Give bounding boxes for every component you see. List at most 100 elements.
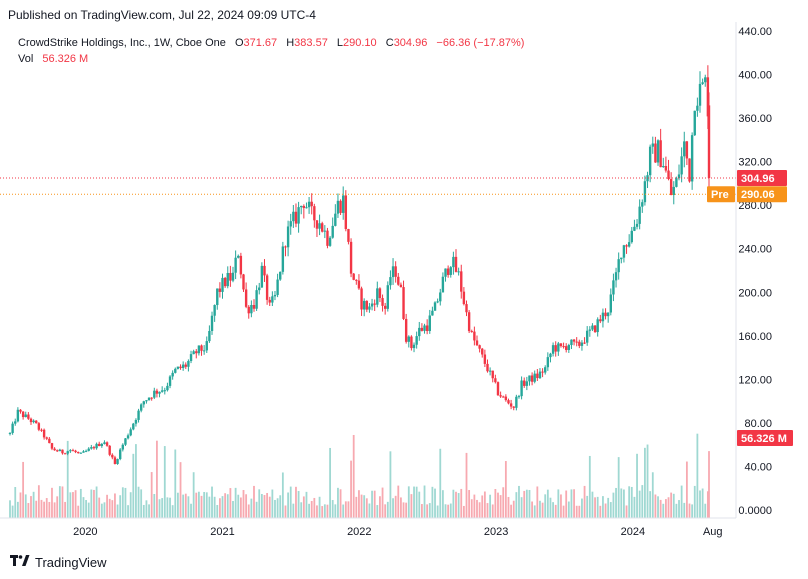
volume-bar xyxy=(554,504,557,518)
candle xyxy=(656,139,660,166)
volume-bar xyxy=(609,502,612,518)
candle xyxy=(596,317,599,337)
candle xyxy=(478,344,481,353)
candle xyxy=(633,219,636,232)
candle xyxy=(675,176,678,188)
volume-bar xyxy=(292,503,295,518)
candle xyxy=(499,391,502,398)
candle xyxy=(69,449,72,453)
price-tags-layer: 304.96 290.06 Pre 56.326 M xyxy=(707,170,793,446)
volume-bar xyxy=(242,490,245,518)
candle xyxy=(475,335,479,347)
candle xyxy=(562,342,565,349)
volume-bar xyxy=(229,488,232,518)
candle xyxy=(118,448,122,461)
candle xyxy=(528,375,531,386)
volume-bar xyxy=(667,497,670,518)
candle xyxy=(315,220,319,238)
y-tick-label: 400.00 xyxy=(738,70,772,82)
volume-bar xyxy=(268,496,271,518)
volume-bar xyxy=(142,504,145,518)
volume-bar xyxy=(226,494,229,518)
candle xyxy=(21,410,25,420)
volume-bar xyxy=(483,491,486,518)
volume-bar xyxy=(197,491,200,518)
candle xyxy=(300,205,303,215)
volume-bar xyxy=(260,493,263,518)
volume-bar xyxy=(567,501,570,518)
candle xyxy=(680,147,683,183)
candle xyxy=(662,157,665,168)
volume-bar xyxy=(620,488,623,518)
candle xyxy=(378,287,382,303)
volume-bar xyxy=(132,453,135,518)
volume-bar xyxy=(337,487,339,518)
legend-symbol: CrowdStrike Holdings, Inc., 1W, Cboe One xyxy=(18,37,226,49)
candle xyxy=(103,440,106,445)
candle xyxy=(134,418,138,427)
candle xyxy=(572,338,576,346)
legend-volume-row: Vol 56.326 M xyxy=(18,51,524,67)
volume-bar xyxy=(53,502,56,518)
candle xyxy=(145,400,148,404)
candle xyxy=(648,144,652,183)
volume-bar xyxy=(35,500,38,518)
tradingview-brand[interactable]: TradingView xyxy=(10,554,107,570)
candle xyxy=(53,447,56,451)
candle xyxy=(273,290,277,301)
candle xyxy=(444,268,447,282)
candle xyxy=(281,241,285,275)
volume-price-tag: 56.326 M xyxy=(737,430,793,446)
volume-bar xyxy=(365,498,368,518)
candle xyxy=(601,308,605,328)
volume-bar xyxy=(499,495,502,518)
volume-bar xyxy=(478,502,481,518)
candle xyxy=(693,110,696,137)
volume-bar xyxy=(691,504,694,518)
candle xyxy=(559,343,563,348)
volume-bar xyxy=(163,446,166,518)
candle xyxy=(155,388,159,398)
volume-bar xyxy=(156,440,158,518)
candle xyxy=(223,276,227,288)
candle xyxy=(339,199,342,216)
candle xyxy=(520,376,523,400)
volume-bar xyxy=(334,504,337,518)
candle xyxy=(82,450,85,453)
volume-bar xyxy=(169,497,171,518)
volume-bar xyxy=(216,504,219,518)
candle xyxy=(504,394,508,402)
candle xyxy=(260,262,264,288)
svg-text:304.96: 304.96 xyxy=(741,173,775,185)
volume-bar xyxy=(271,489,274,518)
candle xyxy=(153,387,156,400)
volume-bar xyxy=(683,502,686,518)
volume-bar xyxy=(111,500,114,518)
volume-bar xyxy=(392,498,394,518)
volume-bar xyxy=(140,489,143,518)
candle xyxy=(441,272,445,293)
candle xyxy=(226,266,229,289)
volume-bar xyxy=(297,491,300,518)
volume-bar xyxy=(552,502,554,518)
y-tick-label: 0.0000 xyxy=(738,505,772,517)
candle xyxy=(276,273,279,298)
candle xyxy=(696,97,699,117)
volume-bar xyxy=(66,440,69,518)
volume-bar xyxy=(90,489,93,518)
volume-bar xyxy=(224,493,227,518)
candle xyxy=(294,203,298,228)
candle xyxy=(530,372,534,386)
volume-bar xyxy=(308,503,310,518)
volume-bar xyxy=(300,502,303,518)
volume-bar xyxy=(389,451,392,518)
volume-bar xyxy=(638,490,641,518)
last-price-tag: 304.96 xyxy=(737,170,787,187)
volume-bar xyxy=(368,503,371,518)
volume-bar xyxy=(11,505,14,518)
legend-open-label: O xyxy=(234,37,244,49)
candle xyxy=(554,341,557,357)
volume-bar xyxy=(93,489,95,518)
candle xyxy=(617,252,620,280)
